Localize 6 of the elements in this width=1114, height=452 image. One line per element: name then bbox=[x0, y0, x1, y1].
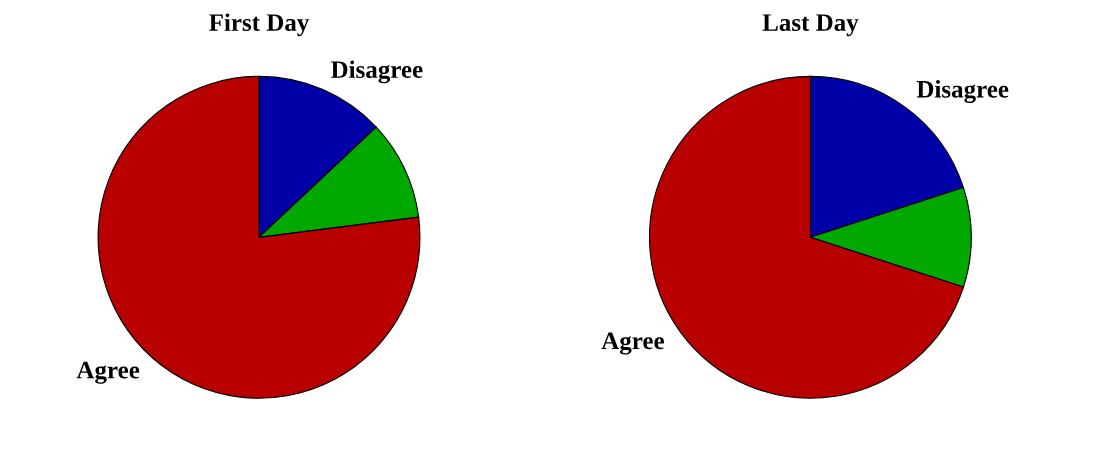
slice-label: Disagree bbox=[916, 80, 1009, 103]
slice-label: Disagree bbox=[331, 60, 423, 84]
chart-title: Last Day bbox=[762, 14, 859, 37]
chart-title: First Day bbox=[209, 13, 310, 37]
slice-label: Agree bbox=[76, 361, 140, 384]
slice-label: Agree bbox=[601, 332, 664, 355]
